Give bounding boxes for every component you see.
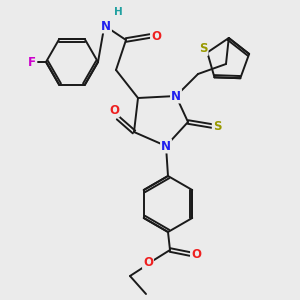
Text: S: S (213, 119, 221, 133)
Text: N: N (171, 89, 181, 103)
Text: O: O (191, 248, 201, 260)
Text: O: O (109, 103, 119, 116)
Text: F: F (28, 56, 36, 68)
Text: N: N (161, 140, 171, 152)
Text: N: N (101, 20, 111, 32)
Text: O: O (151, 29, 161, 43)
Text: H: H (114, 7, 122, 17)
Text: O: O (143, 256, 153, 268)
Text: S: S (199, 42, 208, 55)
